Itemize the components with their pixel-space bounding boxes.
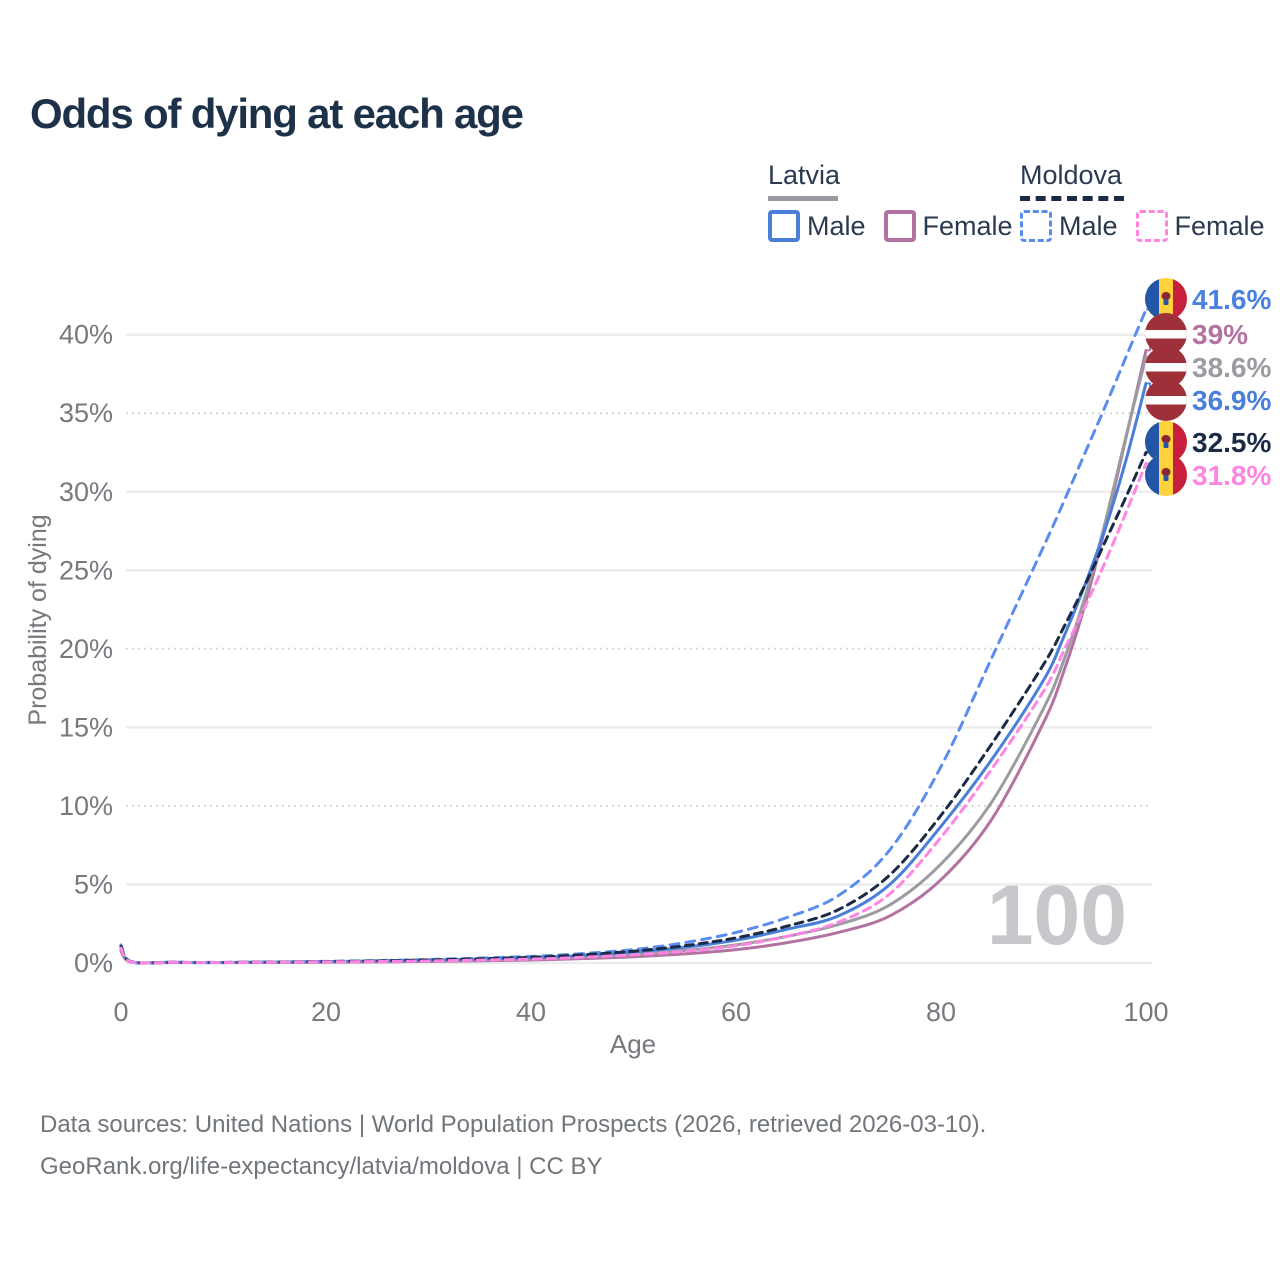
flag-icon-moldova [1145, 454, 1187, 496]
legend-country-moldova: Moldova [1020, 160, 1123, 190]
legend-moldova-line-swatch [1020, 196, 1124, 201]
legend-item-moldova-male[interactable]: Male [1020, 210, 1118, 242]
legend-item-label: Male [1059, 210, 1118, 241]
legend-item-moldova-female[interactable]: Female [1135, 210, 1265, 242]
legend-item-label: Female [922, 210, 1013, 241]
page-title: Odds of dying at each age [30, 90, 524, 137]
legend-item-label: Female [1174, 210, 1265, 241]
moldova-female-swatch-icon [1135, 210, 1168, 242]
x-tick-80: 80 [926, 997, 956, 1027]
legend-group-moldova: Moldova Male Female [1020, 160, 1265, 242]
x-tick-60: 60 [721, 997, 751, 1027]
end-label-38.6%: 38.6% [1192, 352, 1271, 383]
latvia-female-swatch-icon [883, 210, 916, 242]
x-tick-0: 0 [113, 997, 128, 1027]
y-tick-40%: 40% [59, 320, 113, 350]
y-tick-35%: 35% [59, 398, 113, 428]
legend-latvia-line-swatch [768, 196, 838, 201]
moldova-male-swatch-icon [1020, 210, 1052, 242]
end-label-41.6%: 41.6% [1192, 284, 1271, 315]
legend-item-label: Male [807, 210, 866, 241]
latvia-male-swatch-icon [768, 210, 800, 242]
end-label-32.5%: 32.5% [1192, 427, 1271, 458]
y-tick-25%: 25% [59, 555, 113, 585]
y-tick-30%: 30% [59, 477, 113, 507]
age-watermark: 100 [987, 868, 1127, 962]
y-tick-20%: 20% [59, 634, 113, 664]
x-tick-20: 20 [311, 997, 341, 1027]
data-sources-line: Data sources: United Nations | World Pop… [40, 1111, 987, 1138]
flag-icon-latvia [1145, 379, 1187, 421]
end-label-36.9%: 36.9% [1192, 385, 1271, 416]
footer-credits: Data sources: United Nations | World Pop… [40, 1104, 986, 1188]
legend-item-latvia-female[interactable]: Female [883, 210, 1013, 242]
x-tick-40: 40 [516, 997, 546, 1027]
flag-icon-moldova [1145, 278, 1187, 320]
legend-country-latvia: Latvia [768, 160, 841, 190]
source-url-line: GeoRank.org/life-expectancy/latvia/moldo… [40, 1153, 603, 1180]
end-label-39%: 39% [1192, 319, 1248, 350]
x-tick-100: 100 [1123, 997, 1168, 1027]
x-axis-label: Age [610, 1029, 656, 1059]
legend-item-latvia-male[interactable]: Male [768, 210, 866, 242]
y-tick-5%: 5% [74, 869, 113, 899]
y-tick-0%: 0% [74, 948, 113, 978]
series-line-moldova-female [119, 462, 1148, 965]
series-line-moldova-male [119, 308, 1148, 965]
end-label-31.8%: 31.8% [1192, 460, 1271, 491]
flag-icon-moldova [1145, 421, 1187, 463]
legend-group-latvia: Latvia Male Female [768, 160, 1013, 242]
y-axis-label: Probability of dying [24, 514, 52, 725]
y-tick-10%: 10% [59, 791, 113, 821]
y-tick-15%: 15% [59, 712, 113, 742]
